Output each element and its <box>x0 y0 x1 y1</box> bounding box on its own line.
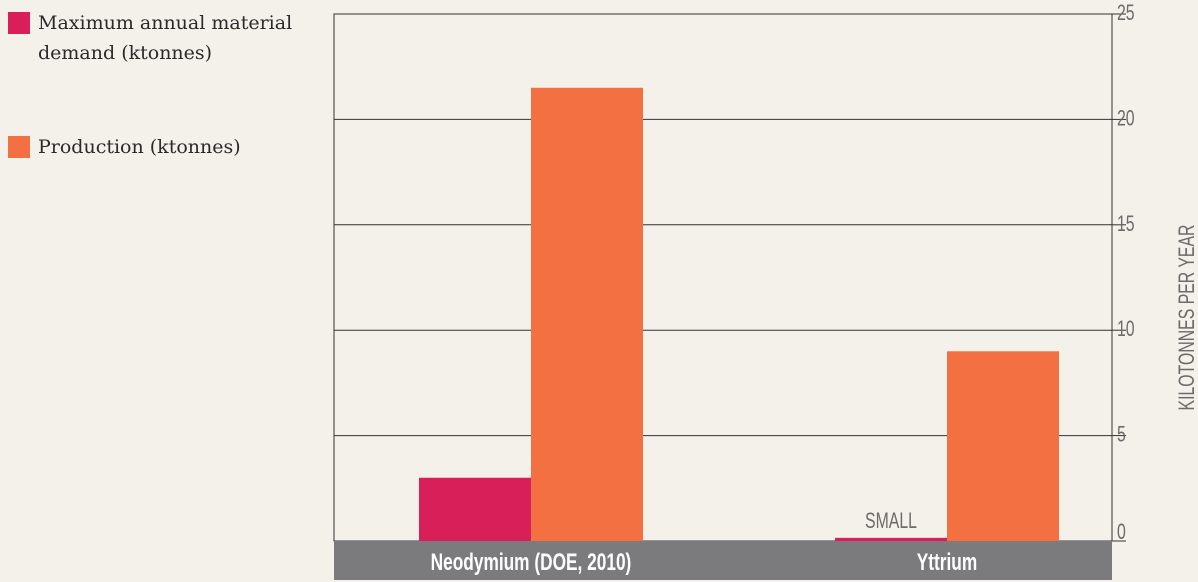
y-tick-label: 5 <box>1117 423 1126 447</box>
bar-demand-0 <box>419 477 531 541</box>
y-tick-label: 25 <box>1117 2 1135 26</box>
bar-production-0 <box>531 87 643 541</box>
legend-label-production: Production (ktonnes) <box>38 136 241 158</box>
y-tick-label: 10 <box>1117 318 1135 342</box>
bar-demand-1 <box>835 537 947 541</box>
category-band <box>334 541 1112 580</box>
y-tick-label: 15 <box>1117 212 1135 236</box>
category-label: Yttrium <box>917 549 977 575</box>
bar-production-1 <box>947 351 1059 541</box>
annotation-label: SMALL <box>865 509 917 533</box>
y-axis-label: KILOTONNES PER YEAR <box>1176 225 1198 411</box>
category-label: Neodymium (DOE, 2010) <box>431 549 632 575</box>
legend-swatch-production <box>8 136 30 158</box>
y-tick-label: 0 <box>1117 521 1126 545</box>
legend-swatch-demand <box>8 12 30 34</box>
y-tick-label: 20 <box>1117 107 1135 131</box>
legend-label-demand: Maximum annual material demand (ktonnes) <box>38 12 293 64</box>
